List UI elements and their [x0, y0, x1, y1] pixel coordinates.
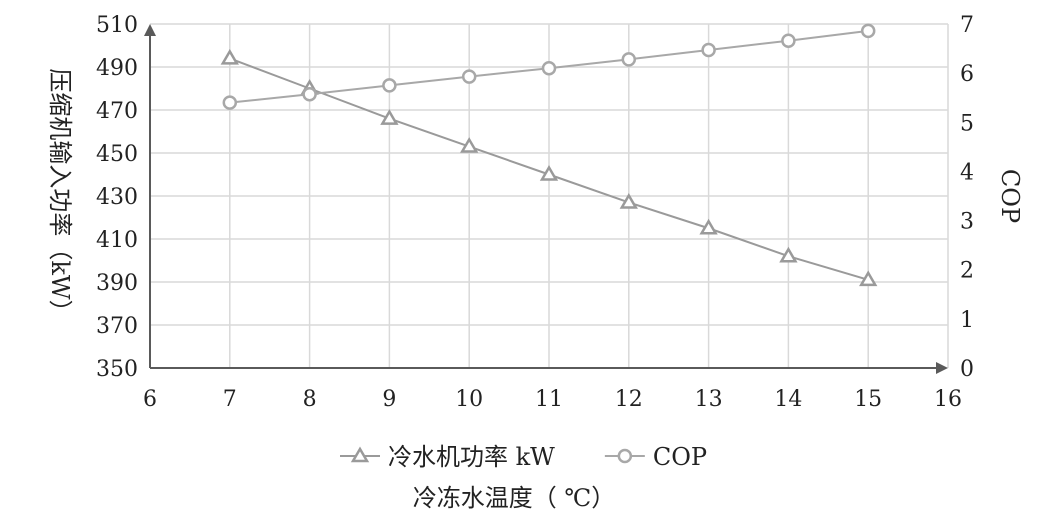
y-left-tick-label: 490 [96, 56, 138, 81]
data-point-triangle [220, 48, 239, 65]
data-point-circle [701, 42, 716, 58]
x-tick-label: 10 [455, 387, 483, 412]
x-tick-label: 11 [535, 387, 563, 412]
x-tick-label: 7 [223, 387, 237, 412]
data-point-circle [541, 60, 557, 76]
x-tick-label: 6 [143, 387, 157, 412]
y-right-tick-label: 1 [960, 308, 974, 333]
data-point-circle [382, 78, 397, 93]
y-left-axis-label: 压缩机输入功率（kW） [46, 68, 74, 323]
data-point-triangle [859, 270, 878, 287]
legend-marker-triangle [350, 446, 370, 463]
axes [144, 24, 948, 374]
y-left-tick-label: 470 [96, 99, 138, 124]
x-tick-label: 15 [854, 387, 882, 412]
data-point-circle [781, 33, 796, 48]
y-left-tick-label: 430 [96, 185, 138, 210]
legend: 冷水机功率 kW COP [340, 443, 707, 471]
gridlines [150, 23, 949, 368]
data-point-triangle [539, 165, 559, 181]
y-right-axis-label: COP [996, 169, 1024, 223]
x-tick-label: 12 [615, 387, 643, 412]
y-right-tick-label: 7 [960, 13, 974, 38]
data-point-triangle [460, 137, 479, 153]
legend-label-1: COP [653, 443, 707, 471]
y-right-tick-label: 4 [960, 160, 974, 185]
y-left-tick-label: 390 [96, 271, 138, 296]
x-tick-label: 13 [695, 387, 723, 412]
data-point-circle [860, 23, 876, 39]
x-tick-label: 16 [934, 387, 962, 412]
y-left-tick-label: 450 [96, 142, 138, 167]
y-right-tick-label: 2 [960, 259, 974, 284]
y-right-tick-label: 3 [960, 210, 974, 235]
data-point-circle [302, 87, 317, 102]
data-point-triangle [779, 246, 798, 263]
y-left-tick-label: 350 [96, 357, 138, 382]
x-tick-label: 8 [303, 387, 317, 412]
y-right-tick-label: 0 [960, 357, 974, 382]
x-tick-label: 14 [774, 387, 802, 412]
data-point-circle [461, 69, 477, 84]
y-right-tick-label: 6 [960, 62, 974, 87]
y-left-tick-label: 410 [96, 228, 138, 253]
data-point-triangle [699, 218, 718, 235]
legend-label-0: 冷水机功率 kW [388, 443, 555, 471]
data-point-circle [222, 95, 238, 110]
data-point-triangle [380, 109, 399, 125]
y-left-tick-label: 370 [96, 314, 138, 339]
data-point-circle [621, 52, 637, 67]
y-right-tick-label: 5 [960, 111, 974, 136]
x-axis-label: 冷冻水温度（ ℃） [413, 484, 615, 512]
legend-marker-circle [617, 448, 633, 464]
x-tick-label: 9 [382, 387, 396, 412]
y-axis-arrow [144, 24, 156, 36]
x-axis-arrow [936, 362, 948, 374]
series [220, 23, 878, 287]
data-point-triangle [619, 192, 638, 209]
y-left-tick-label: 510 [96, 13, 138, 38]
